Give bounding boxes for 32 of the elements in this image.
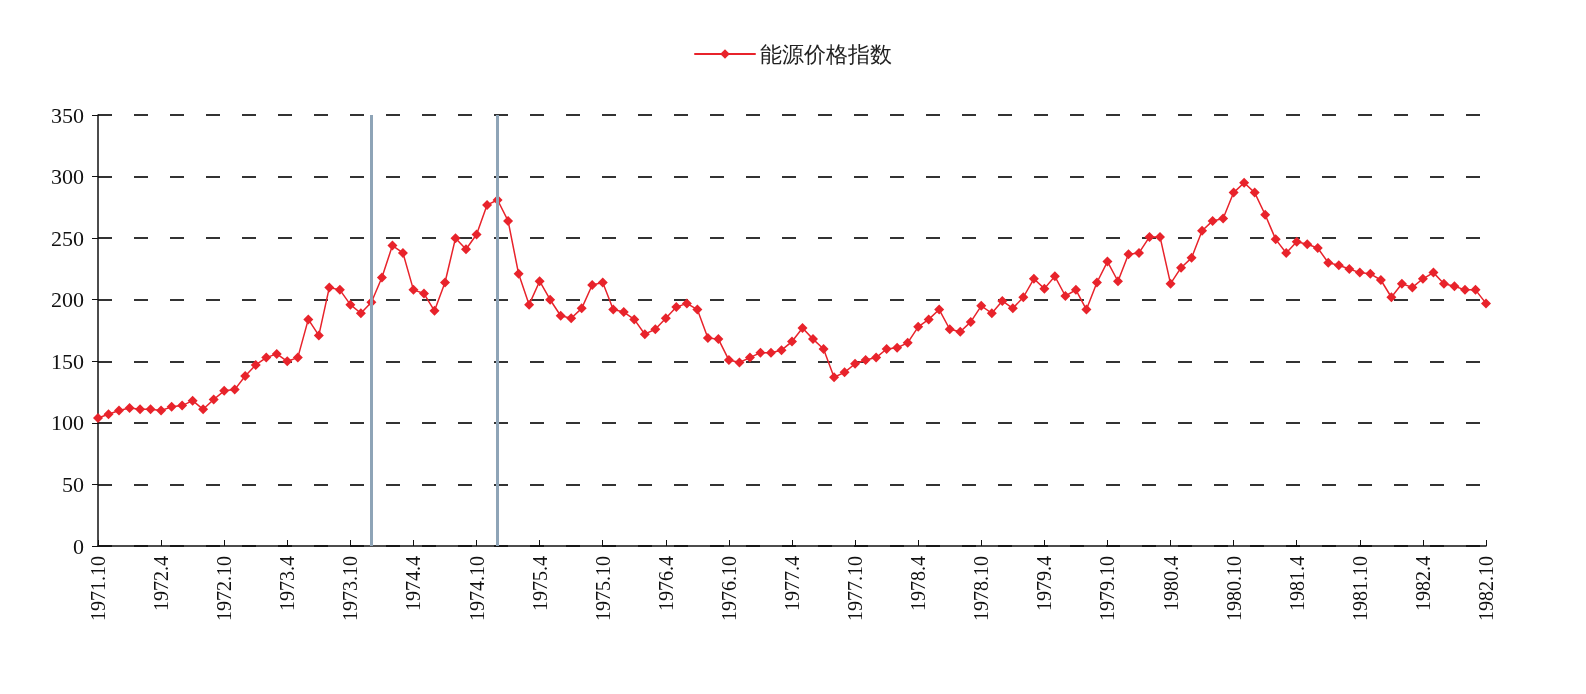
x-tick-label: 1982.4 <box>1411 556 1434 611</box>
x-tick-label: 1975.10 <box>591 556 614 621</box>
x-tick-label: 1974.4 <box>402 556 425 611</box>
x-tick-label: 1973.4 <box>276 556 299 611</box>
y-tick-label: 150 <box>51 348 84 374</box>
x-tick-label: 1978.4 <box>907 556 930 611</box>
x-tick-label: 1977.4 <box>781 556 803 611</box>
x-tick-label: 1973.10 <box>339 556 362 621</box>
x-tick-label: 1981.4 <box>1285 556 1308 611</box>
x-tick-label: 1979.4 <box>1033 556 1056 611</box>
x-tick-label: 1971.10 <box>87 556 109 621</box>
x-tick-label: 1981.10 <box>1348 556 1371 621</box>
x-tick-label: 1976.10 <box>717 556 740 621</box>
x-tick-label: 1975.4 <box>528 556 551 611</box>
y-tick-label: 250 <box>51 225 84 251</box>
legend-label: 能源价格指数 <box>760 41 892 67</box>
y-tick-label: 0 <box>73 533 84 559</box>
x-tick-label: 1982.10 <box>1475 556 1497 621</box>
x-tick-label: 1972.4 <box>150 556 173 611</box>
x-tick-label: 1976.4 <box>654 556 677 611</box>
x-tick-label: 1978.10 <box>970 556 993 621</box>
x-tick-label: 1980.4 <box>1159 556 1182 611</box>
x-tick-label: 1977.10 <box>844 556 867 621</box>
y-tick-label: 300 <box>51 164 84 190</box>
x-tick-label: 1979.10 <box>1096 556 1119 621</box>
x-tick-label: 1974.10 <box>465 556 488 621</box>
x-tick-label: 1980.10 <box>1222 556 1245 621</box>
y-tick-label: 50 <box>62 471 84 497</box>
y-tick-label: 350 <box>51 102 84 128</box>
y-tick-label: 100 <box>51 410 84 436</box>
x-tick-label: 1972.10 <box>213 556 236 621</box>
y-tick-label: 200 <box>51 287 84 313</box>
